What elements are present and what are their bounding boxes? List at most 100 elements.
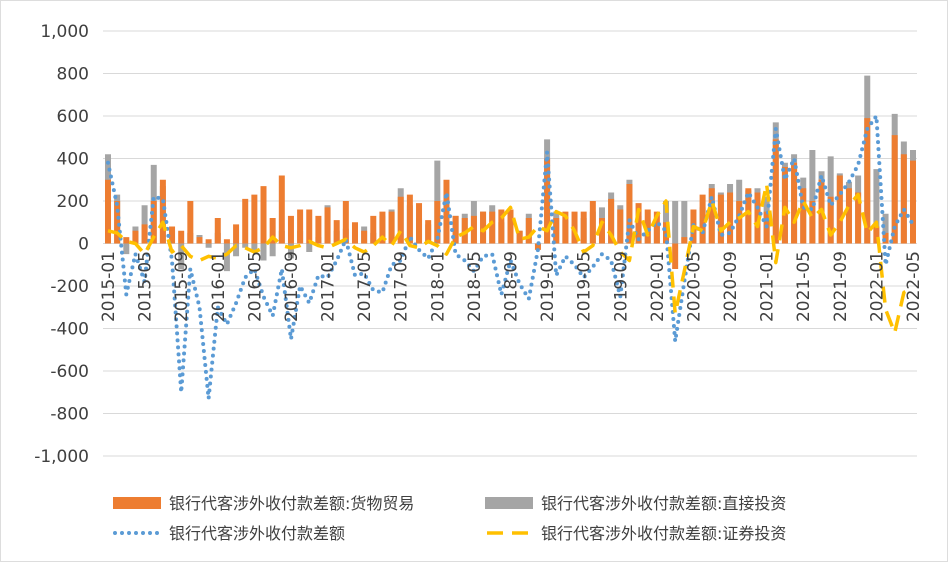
bar <box>214 218 221 244</box>
bar <box>727 192 734 244</box>
x-tick-label: 2021-05 <box>794 251 814 322</box>
bar <box>223 243 230 272</box>
x-tick-label: 2016-05 <box>245 251 265 322</box>
bar <box>452 215 459 244</box>
bar <box>653 211 660 244</box>
legend-label: 银行代客涉外收付款差额:货物贸易 <box>169 494 414 513</box>
bar <box>882 213 889 244</box>
bar <box>361 230 368 244</box>
bar <box>580 211 587 244</box>
bar <box>169 226 176 244</box>
bar <box>324 207 331 244</box>
x-tick-label: 2018-01 <box>428 251 448 322</box>
y-tick-label: 1,000 <box>40 22 89 42</box>
bar <box>772 139 779 244</box>
bar <box>278 175 285 244</box>
bar <box>489 211 496 244</box>
bar <box>681 201 688 244</box>
x-tick-label: 2018-09 <box>502 251 522 322</box>
x-tick-label: 2017-01 <box>319 251 339 322</box>
x-tick-label: 2016-01 <box>209 251 229 322</box>
y-tick-label: -200 <box>50 277 89 297</box>
bar <box>845 188 852 244</box>
bar <box>379 211 386 244</box>
bar <box>178 243 185 269</box>
bar <box>507 209 514 244</box>
bar <box>827 196 834 244</box>
bar <box>370 215 377 244</box>
bar <box>123 237 130 244</box>
bar <box>598 218 605 244</box>
legend-swatch <box>113 497 161 509</box>
bar <box>873 169 880 244</box>
bar <box>672 201 679 244</box>
bar <box>809 201 816 244</box>
x-tick-label: 2020-09 <box>721 251 741 322</box>
bar <box>553 218 560 244</box>
bar <box>123 243 130 255</box>
bar <box>251 243 258 252</box>
bar <box>425 220 432 244</box>
bar <box>608 198 615 244</box>
x-tick-label: 2015-09 <box>172 251 192 322</box>
bar <box>900 154 907 244</box>
bar <box>480 211 487 244</box>
bar <box>269 243 276 257</box>
x-tick-label: 2017-05 <box>355 251 375 322</box>
legend-label: 银行代客涉外收付款差额:证券投资 <box>541 524 786 543</box>
bar <box>635 203 642 244</box>
bar <box>306 209 313 244</box>
bar <box>461 218 468 244</box>
bar <box>910 160 916 244</box>
bar <box>351 222 358 244</box>
legend-label: 银行代客涉外收付款差额:直接投资 <box>541 494 786 513</box>
bar <box>114 201 121 244</box>
bar <box>150 201 157 244</box>
x-tick-label: 2021-01 <box>758 251 778 322</box>
bar <box>644 209 651 244</box>
bar <box>717 194 724 244</box>
bar <box>736 201 743 244</box>
bar <box>105 179 111 244</box>
bar <box>333 220 340 244</box>
x-tick-label: 2016-09 <box>282 251 302 322</box>
bar <box>544 158 551 244</box>
y-tick-label: -400 <box>50 320 89 340</box>
bar <box>269 218 276 244</box>
bar <box>699 194 706 244</box>
bar <box>681 237 688 244</box>
legend-label: 银行代客涉外收付款差额 <box>169 524 345 543</box>
x-tick-label: 2020-01 <box>648 251 668 322</box>
bar <box>864 118 871 244</box>
x-tick-label: 2019-01 <box>538 251 558 322</box>
bar <box>617 209 624 244</box>
bar <box>525 218 532 244</box>
bar <box>178 230 185 244</box>
bar <box>223 239 230 244</box>
bar <box>242 198 249 244</box>
x-tick-label: 2021-09 <box>831 251 851 322</box>
bar <box>233 224 240 244</box>
bar <box>205 239 212 244</box>
bar <box>132 230 139 244</box>
line <box>106 114 915 401</box>
bar <box>663 222 670 244</box>
bar <box>562 211 569 244</box>
bar <box>159 179 166 244</box>
y-tick-label: -600 <box>50 362 89 382</box>
bar <box>342 201 349 244</box>
bar <box>434 201 441 244</box>
legend-swatch <box>485 497 533 509</box>
x-tick-label: 2017-09 <box>392 251 412 322</box>
y-tick-label: 200 <box>57 192 89 212</box>
bar <box>882 232 889 244</box>
x-tick-label: 2022-05 <box>904 251 924 322</box>
bar <box>800 188 807 244</box>
bar <box>873 226 880 244</box>
bar <box>287 215 294 244</box>
line <box>107 182 914 335</box>
bar <box>791 162 798 244</box>
bar <box>672 243 679 269</box>
x-tick-label: 2015-01 <box>99 251 119 322</box>
